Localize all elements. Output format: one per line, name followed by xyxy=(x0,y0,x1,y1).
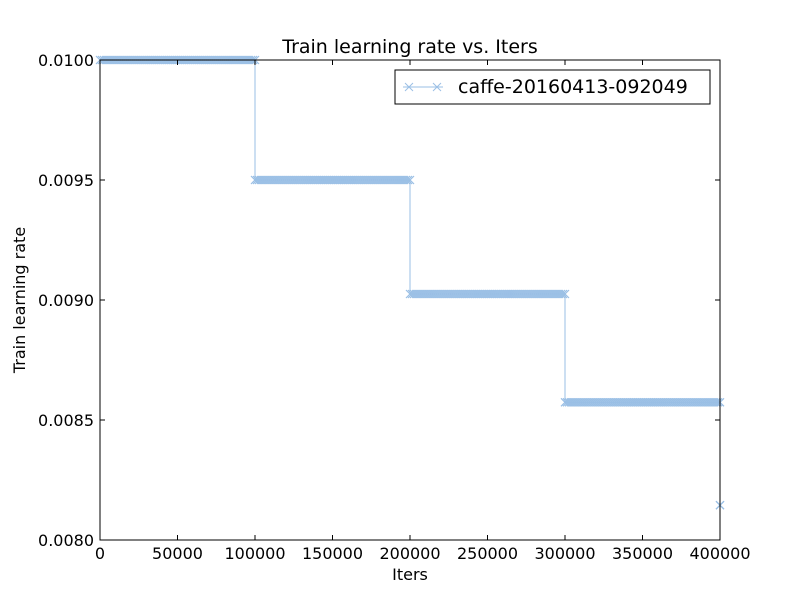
chart-title: Train learning rate vs. Iters xyxy=(281,36,538,58)
legend: caffe-20160413-092049 xyxy=(394,69,711,105)
y-tick-label: 0.0085 xyxy=(38,411,94,430)
x-tick-label: 300000 xyxy=(534,544,595,563)
x-tick-label: 150000 xyxy=(302,544,363,563)
series-step-markers xyxy=(560,397,725,407)
x-axis-label: Iters xyxy=(392,565,428,584)
x-tick-label: 350000 xyxy=(612,544,673,563)
series-step-markers xyxy=(405,289,570,299)
y-tick-label: 0.0100 xyxy=(38,51,94,70)
axis-ticks: 0 50000 100000 150000 200000 250000 300000 3500… xyxy=(38,51,751,563)
legend-marker-x-icon xyxy=(404,82,442,92)
x-tick-label: 400000 xyxy=(689,544,750,563)
plot-frame xyxy=(99,59,721,541)
legend-box xyxy=(394,69,711,105)
y-tick-label: 0.0090 xyxy=(38,291,94,310)
x-tick-label: 100000 xyxy=(224,544,285,563)
x-tick-label: 250000 xyxy=(457,544,518,563)
y-tick-label: 0.0080 xyxy=(38,531,94,550)
y-tick-label: 0.0095 xyxy=(38,171,94,190)
x-tick-label: 50000 xyxy=(152,544,203,563)
x-tick-label: 200000 xyxy=(379,544,440,563)
x-tick-label: 0 xyxy=(95,544,105,563)
plot-area xyxy=(95,55,725,510)
legend-entry-label: caffe-20160413-092049 xyxy=(458,76,688,98)
series-step-markers xyxy=(250,175,415,185)
series-line xyxy=(100,59,721,506)
y-axis-label: Train learning rate xyxy=(10,227,29,374)
